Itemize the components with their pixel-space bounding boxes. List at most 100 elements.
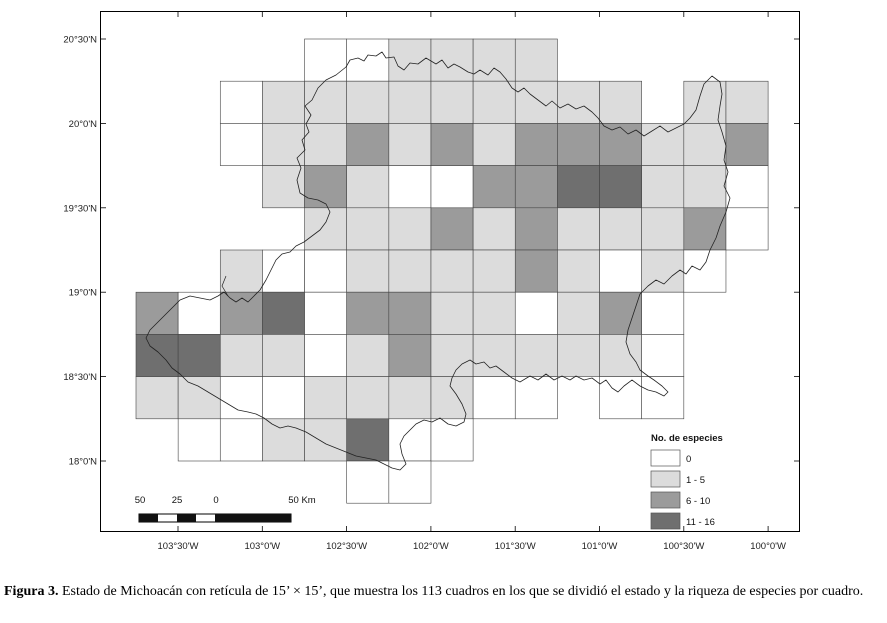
grid-cell-r1-c14 — [725, 80, 769, 124]
grid-cell-r4-c13 — [683, 207, 727, 251]
scale-label: 50 Km — [288, 495, 316, 506]
grid-cell-r2-c10 — [557, 123, 600, 166]
grid-cell-r2-c3 — [262, 123, 305, 166]
grid-cell-r7-c0 — [135, 334, 179, 377]
grid-cell-r5-c4 — [304, 249, 347, 293]
legend-label: 11 - 16 — [686, 517, 715, 528]
scale-segment — [177, 514, 196, 522]
lat-label: 19°0'N — [69, 288, 97, 299]
grid-cell-r7-c9 — [514, 334, 558, 377]
grid-cell-r6-c0 — [135, 291, 179, 335]
grid-cell-r8-c8 — [472, 376, 516, 420]
grid-cell-r5-c9 — [514, 249, 558, 293]
grid-cell-r8-c6 — [388, 376, 432, 420]
grid-cell-r3-c6 — [388, 165, 432, 209]
scale-segment — [215, 514, 291, 522]
grid-cell-r1-c4 — [304, 80, 347, 124]
grid-cell-r9-c7 — [430, 418, 474, 462]
grid-cell-r7-c10 — [557, 334, 600, 377]
legend-label: 6 - 10 — [686, 496, 710, 507]
species-grid — [135, 38, 769, 504]
caption-text: Estado de Michoacán con retícula de 15’ … — [58, 584, 864, 599]
legend-items: 0 1 - 5 6 - 10 11 - 16 — [650, 449, 715, 530]
lat-label: 19°30'N — [63, 203, 97, 214]
state-border — [145, 51, 731, 471]
scale-segment — [139, 514, 158, 522]
grid-cell-r4-c4 — [304, 207, 347, 251]
legend-swatch — [650, 449, 681, 467]
grid-cell-r6-c5 — [346, 291, 390, 335]
lon-label: 101°30'W — [495, 541, 536, 552]
grid-cell-r5-c5 — [346, 249, 390, 293]
lat-label: 18°0'N — [69, 457, 97, 468]
grid-cell-r3-c13 — [683, 165, 727, 209]
grid-cell-r7-c12 — [641, 334, 685, 377]
grid-cell-r1-c10 — [557, 80, 600, 124]
grid-cell-r5-c6 — [388, 249, 432, 293]
grid-cell-r7-c1 — [177, 334, 221, 377]
legend-swatch — [650, 512, 681, 530]
grid-cell-r0-c7 — [430, 38, 474, 82]
grid-cell-r8-c2 — [219, 376, 263, 420]
grid-cell-r2-c14 — [725, 123, 769, 166]
grid-cell-r0-c8 — [472, 38, 516, 82]
grid-cell-r4-c11 — [599, 207, 642, 251]
legend-label: 1 - 5 — [686, 475, 705, 486]
grid-cell-r8-c4 — [304, 376, 347, 420]
lon-label: 101°0'W — [582, 541, 618, 552]
scale-bar: 50 25 0 50 Km — [135, 495, 316, 523]
grid-cell-r2-c9 — [514, 123, 558, 166]
lon-label: 100°30'W — [663, 541, 704, 552]
lon-label: 103°0'W — [244, 541, 280, 552]
grid-cell-r7-c8 — [472, 334, 516, 377]
grid-cell-r3-c14 — [725, 165, 769, 209]
grid-cell-r1-c9 — [514, 80, 558, 124]
legend-swatch — [650, 491, 681, 509]
grid-cell-r6-c3 — [262, 291, 305, 335]
grid-cell-r8-c1 — [177, 376, 221, 420]
grid-cell-r1-c2 — [219, 80, 263, 124]
scale-label: 25 — [172, 495, 183, 506]
grid-cell-r7-c5 — [346, 334, 390, 377]
grid-cell-r7-c7 — [430, 334, 474, 377]
grid-cell-r10-c6 — [388, 460, 432, 504]
grid-cell-r0-c5 — [346, 38, 390, 82]
lat-label: 20°30'N — [63, 35, 97, 46]
grid-cell-r7-c6 — [388, 334, 432, 377]
grid-cell-r5-c13 — [683, 249, 727, 293]
grid-cell-r2-c5 — [346, 123, 390, 166]
grid-cell-r5-c3 — [262, 249, 305, 293]
internal-line — [221, 275, 229, 297]
grid-cell-r2-c12 — [641, 123, 685, 166]
grid-cell-r8-c11 — [599, 376, 642, 420]
grid-cell-r6-c7 — [430, 291, 474, 335]
legend: No. de especies 0 1 - 5 6 - 10 11 - 16 — [650, 433, 723, 530]
grid-cell-r4-c7 — [430, 207, 474, 251]
grid-cell-r6-c10 — [557, 291, 600, 335]
grid-cell-r2-c8 — [472, 123, 516, 166]
grid-cell-r6-c1 — [177, 291, 221, 335]
grid-cell-r9-c1 — [177, 418, 221, 462]
grid-cell-r3-c4 — [304, 165, 347, 209]
grid-cell-r10-c5 — [346, 460, 390, 504]
grid-cell-r5-c7 — [430, 249, 474, 293]
scale-label: 0 — [213, 495, 218, 506]
lon-label: 102°30'W — [326, 541, 367, 552]
grid-cell-r6-c12 — [641, 291, 685, 335]
grid-cell-r6-c4 — [304, 291, 347, 335]
grid-cell-r4-c8 — [472, 207, 516, 251]
map-frame — [100, 11, 800, 532]
grid-cell-r5-c10 — [557, 249, 600, 293]
grid-cell-r5-c8 — [472, 249, 516, 293]
grid-cell-r3-c9 — [514, 165, 558, 209]
grid-cell-r3-c5 — [346, 165, 390, 209]
grid-cell-r7-c2 — [219, 334, 263, 377]
grid-cell-r4-c9 — [514, 207, 558, 251]
grid-cell-r1-c13 — [683, 80, 727, 124]
grid-cell-r9-c4 — [304, 418, 347, 462]
grid-cell-r3-c11 — [599, 165, 642, 209]
graticule-ticks: 20°30'N 20°0'N 19°30'N 19°0'N 18°30'N 18°0'N 1… — [63, 11, 800, 552]
legend-label: 0 — [686, 454, 691, 465]
grid-cell-r8-c5 — [346, 376, 390, 420]
grid-cell-r7-c11 — [599, 334, 642, 377]
